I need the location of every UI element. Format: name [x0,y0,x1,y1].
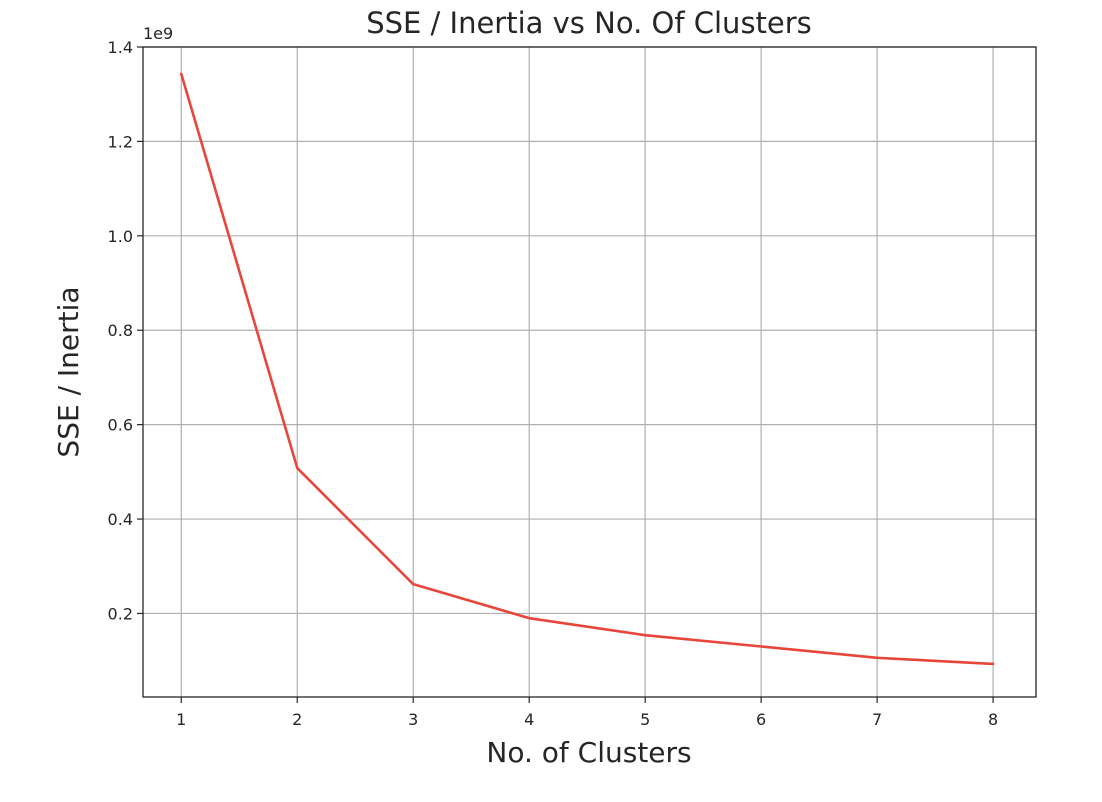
x-tick-label: 6 [756,710,766,729]
series-line [179,72,995,666]
x-tick-label: 1 [176,710,186,729]
y-tick-label: 1.2 [108,132,133,151]
x-tick-label: 3 [408,710,418,729]
x-tick-label: 7 [872,710,882,729]
y-tick-label: 1.4 [108,38,133,57]
y-tick-label: 0.8 [108,321,133,340]
chart-title: SSE / Inertia vs No. Of Clusters [366,6,812,40]
tick-labels: 1 2 3 4 5 6 7 8 0.2 0.4 0.6 0.8 1.0 1.2 1.4 [108,38,999,729]
y-tick-label: 0.2 [108,604,133,623]
x-axis-label: No. of Clusters [486,736,691,769]
ticks [137,46,994,703]
series-layer [179,72,995,666]
grid [143,46,1036,697]
y-tick-label: 1.0 [108,227,133,246]
x-tick-label: 2 [292,710,302,729]
y-axis-offset-label: 1e9 [143,24,173,43]
y-tick-label: 0.4 [108,510,133,529]
x-tick-label: 5 [640,710,650,729]
x-tick-label: 8 [988,710,998,729]
x-tick-label: 4 [524,710,534,729]
y-axis-label: SSE / Inertia [52,286,85,457]
y-tick-label: 0.6 [108,416,133,435]
plot-frame [142,46,1037,698]
